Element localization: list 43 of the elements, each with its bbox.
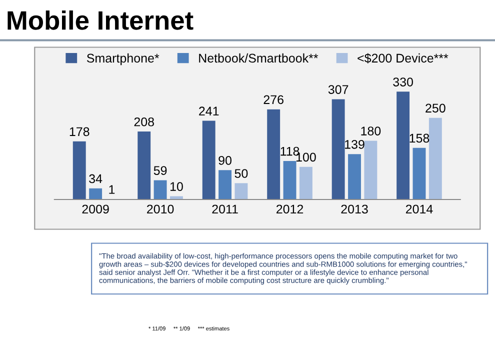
bar — [154, 180, 167, 200]
bar — [364, 140, 378, 200]
data-label: 158 — [410, 134, 430, 143]
bar — [202, 120, 216, 200]
bar — [267, 109, 280, 200]
bar — [218, 170, 232, 200]
x-tick-label: 2009 — [82, 204, 109, 214]
data-label: 180 — [361, 126, 381, 136]
data-label: 59 — [154, 166, 167, 175]
x-tick-label: 2010 — [147, 204, 174, 214]
data-label: 1 — [109, 185, 115, 194]
bar — [348, 154, 361, 200]
bar — [234, 183, 248, 200]
x-tick-label: 2012 — [276, 204, 304, 214]
legend-label: Smartphone* — [86, 53, 160, 66]
bar — [412, 148, 426, 200]
legend-label: Netbook/Smartbook** — [199, 53, 318, 63]
bar — [332, 99, 345, 200]
x-tick-label: 2011 — [212, 204, 238, 214]
chart-title: Mobile Internet — [8, 10, 194, 30]
bar — [299, 166, 312, 200]
x-tick-label: 2013 — [341, 204, 368, 214]
bar — [138, 132, 151, 200]
bar — [396, 92, 410, 200]
data-label: 90 — [218, 156, 232, 165]
data-label: 139 — [345, 140, 364, 149]
bar — [283, 160, 296, 200]
data-label: 208 — [134, 117, 154, 126]
bar — [170, 196, 183, 200]
data-label: 241 — [199, 106, 219, 116]
data-label: 250 — [426, 104, 446, 113]
data-label: 50 — [234, 169, 248, 178]
bar — [72, 141, 86, 200]
legend-label: <$200 Device*** — [358, 53, 448, 64]
bar — [428, 118, 442, 200]
data-label: 330 — [393, 78, 413, 86]
data-label: 10 — [170, 182, 183, 191]
data-label: 307 — [328, 85, 348, 94]
x-tick-label: 2014 — [406, 204, 433, 214]
data-label: 178 — [70, 127, 90, 136]
data-label: 276 — [264, 95, 284, 104]
data-label: 34 — [89, 174, 102, 184]
bar — [89, 188, 102, 200]
